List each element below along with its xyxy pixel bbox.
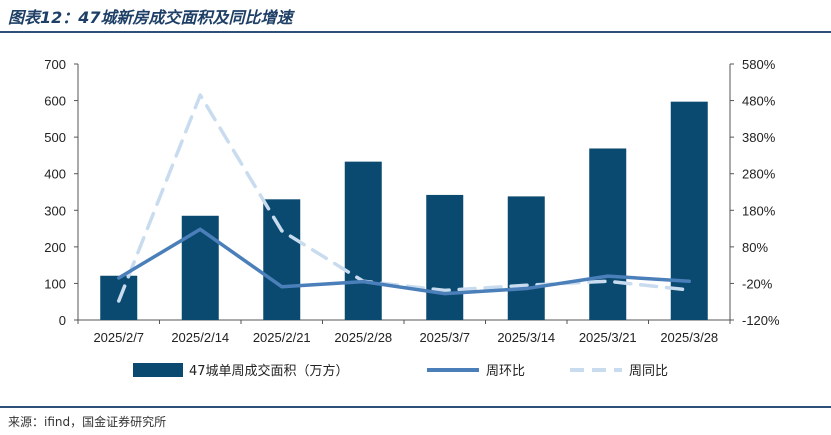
title-rule — [0, 31, 831, 33]
x-tick-label: 2025/2/7 — [93, 330, 144, 345]
wow-line — [117, 227, 691, 296]
legend-label-wow: 周环比 — [486, 364, 525, 379]
left-tick-label: 400 — [44, 167, 66, 182]
left-tick-label: 700 — [44, 57, 66, 72]
bar — [344, 161, 382, 320]
right-tick-label: -120% — [742, 313, 780, 328]
axes: 0 100 200 300 400 500 600 700 -120% -20% 80% 180% 28… — [44, 57, 780, 345]
right-tick-label: 580% — [742, 57, 776, 72]
x-tick-label: 2025/3/28 — [660, 330, 718, 345]
combo-chart: 0 100 200 300 400 500 600 700 -120% -20% 80% 180% 28… — [44, 57, 780, 379]
x-tick-label: 2025/3/21 — [579, 330, 637, 345]
x-tick-label: 2025/3/14 — [497, 330, 555, 345]
footer-rule — [0, 406, 831, 408]
left-tick-label: 600 — [44, 94, 66, 109]
line-series — [117, 93, 691, 303]
right-tick-label: -20% — [742, 276, 773, 291]
bar-series — [100, 101, 708, 320]
left-tick-label: 300 — [44, 203, 66, 218]
left-tick-label: 0 — [59, 313, 66, 328]
right-tick-label: 380% — [742, 130, 776, 145]
right-tick-label: 180% — [742, 203, 776, 218]
left-tick-label: 100 — [44, 276, 66, 291]
bar — [263, 199, 301, 320]
bar — [507, 196, 545, 320]
right-tick-label: 80% — [742, 240, 768, 255]
legend: 47城单周成交面积（万方） 周环比 周同比 — [133, 363, 668, 379]
x-tick-label: 2025/2/21 — [253, 330, 311, 345]
bar — [670, 101, 708, 320]
left-tick-label: 200 — [44, 240, 66, 255]
x-tick-label: 2025/2/14 — [171, 330, 229, 345]
right-tick-label: 280% — [742, 167, 776, 182]
bar — [589, 148, 627, 320]
legend-swatch-bar — [133, 363, 183, 377]
left-tick-label: 500 — [44, 130, 66, 145]
right-tick-label: 480% — [742, 94, 776, 109]
x-tick-label: 2025/3/7 — [419, 330, 470, 345]
chart-title: 图表12：47城新房成交面积及同比增速 — [8, 8, 293, 27]
legend-label-bar: 47城单周成交面积（万方） — [189, 363, 349, 379]
bar — [181, 215, 219, 320]
bar — [426, 194, 464, 320]
source-note: 来源：ifind，国金证券研究所 — [8, 415, 167, 429]
legend-label-yoy: 周同比 — [629, 364, 668, 379]
x-tick-label: 2025/2/28 — [334, 330, 392, 345]
yoy-line — [117, 93, 691, 303]
